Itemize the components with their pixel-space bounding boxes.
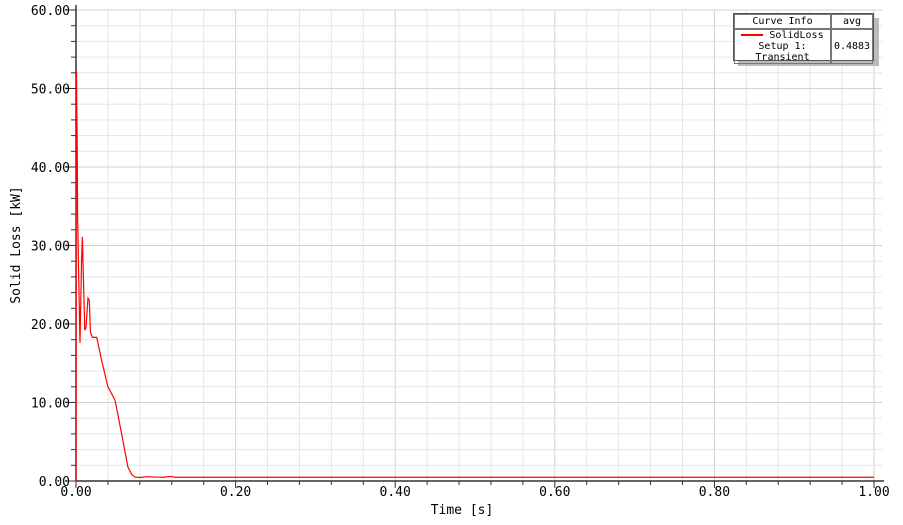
axes [66,5,884,488]
x-tick-label: 0.60 [539,485,570,500]
legend-header-curve: Curve Info [734,14,831,29]
y-tick-label: 50.00 [31,83,70,98]
tick-labels: 0.00 0.20 0.40 0.60 0.80 1.00 0.00 10.00 20.00 30… [31,4,890,500]
y-tick-label: 0.00 [39,475,70,490]
y-tick-label: 20.00 [31,318,70,333]
x-tick-label: 0.00 [60,485,91,500]
legend-swatch [741,34,764,36]
x-tick-label: 0.80 [699,485,730,500]
y-tick-label: 60.00 [31,4,70,19]
x-axis-label: Time [s] [431,503,494,518]
series-line-solidloss [75,71,874,482]
x-tick-label: 0.20 [220,485,251,500]
y-tick-label: 40.00 [31,161,70,176]
legend-curve-setup: Setup 1: Transient [755,41,810,63]
x-tick-label: 0.40 [380,485,411,500]
legend-avg-value: 0.4883 [831,29,873,64]
grid [75,9,882,482]
legend: Curve Info avg SolidLoss Setup 1: Transi… [733,13,874,64]
y-axis-label: Solid Loss [kW] [9,186,24,303]
legend-header-stat: avg [831,14,873,29]
legend-entry: SolidLoss Setup 1: Transient [734,29,831,64]
y-tick-label: 10.00 [31,397,70,412]
legend-curve-name: SolidLoss [769,30,824,41]
x-tick-label: 1.00 [858,485,889,500]
y-tick-label: 30.00 [31,240,70,255]
